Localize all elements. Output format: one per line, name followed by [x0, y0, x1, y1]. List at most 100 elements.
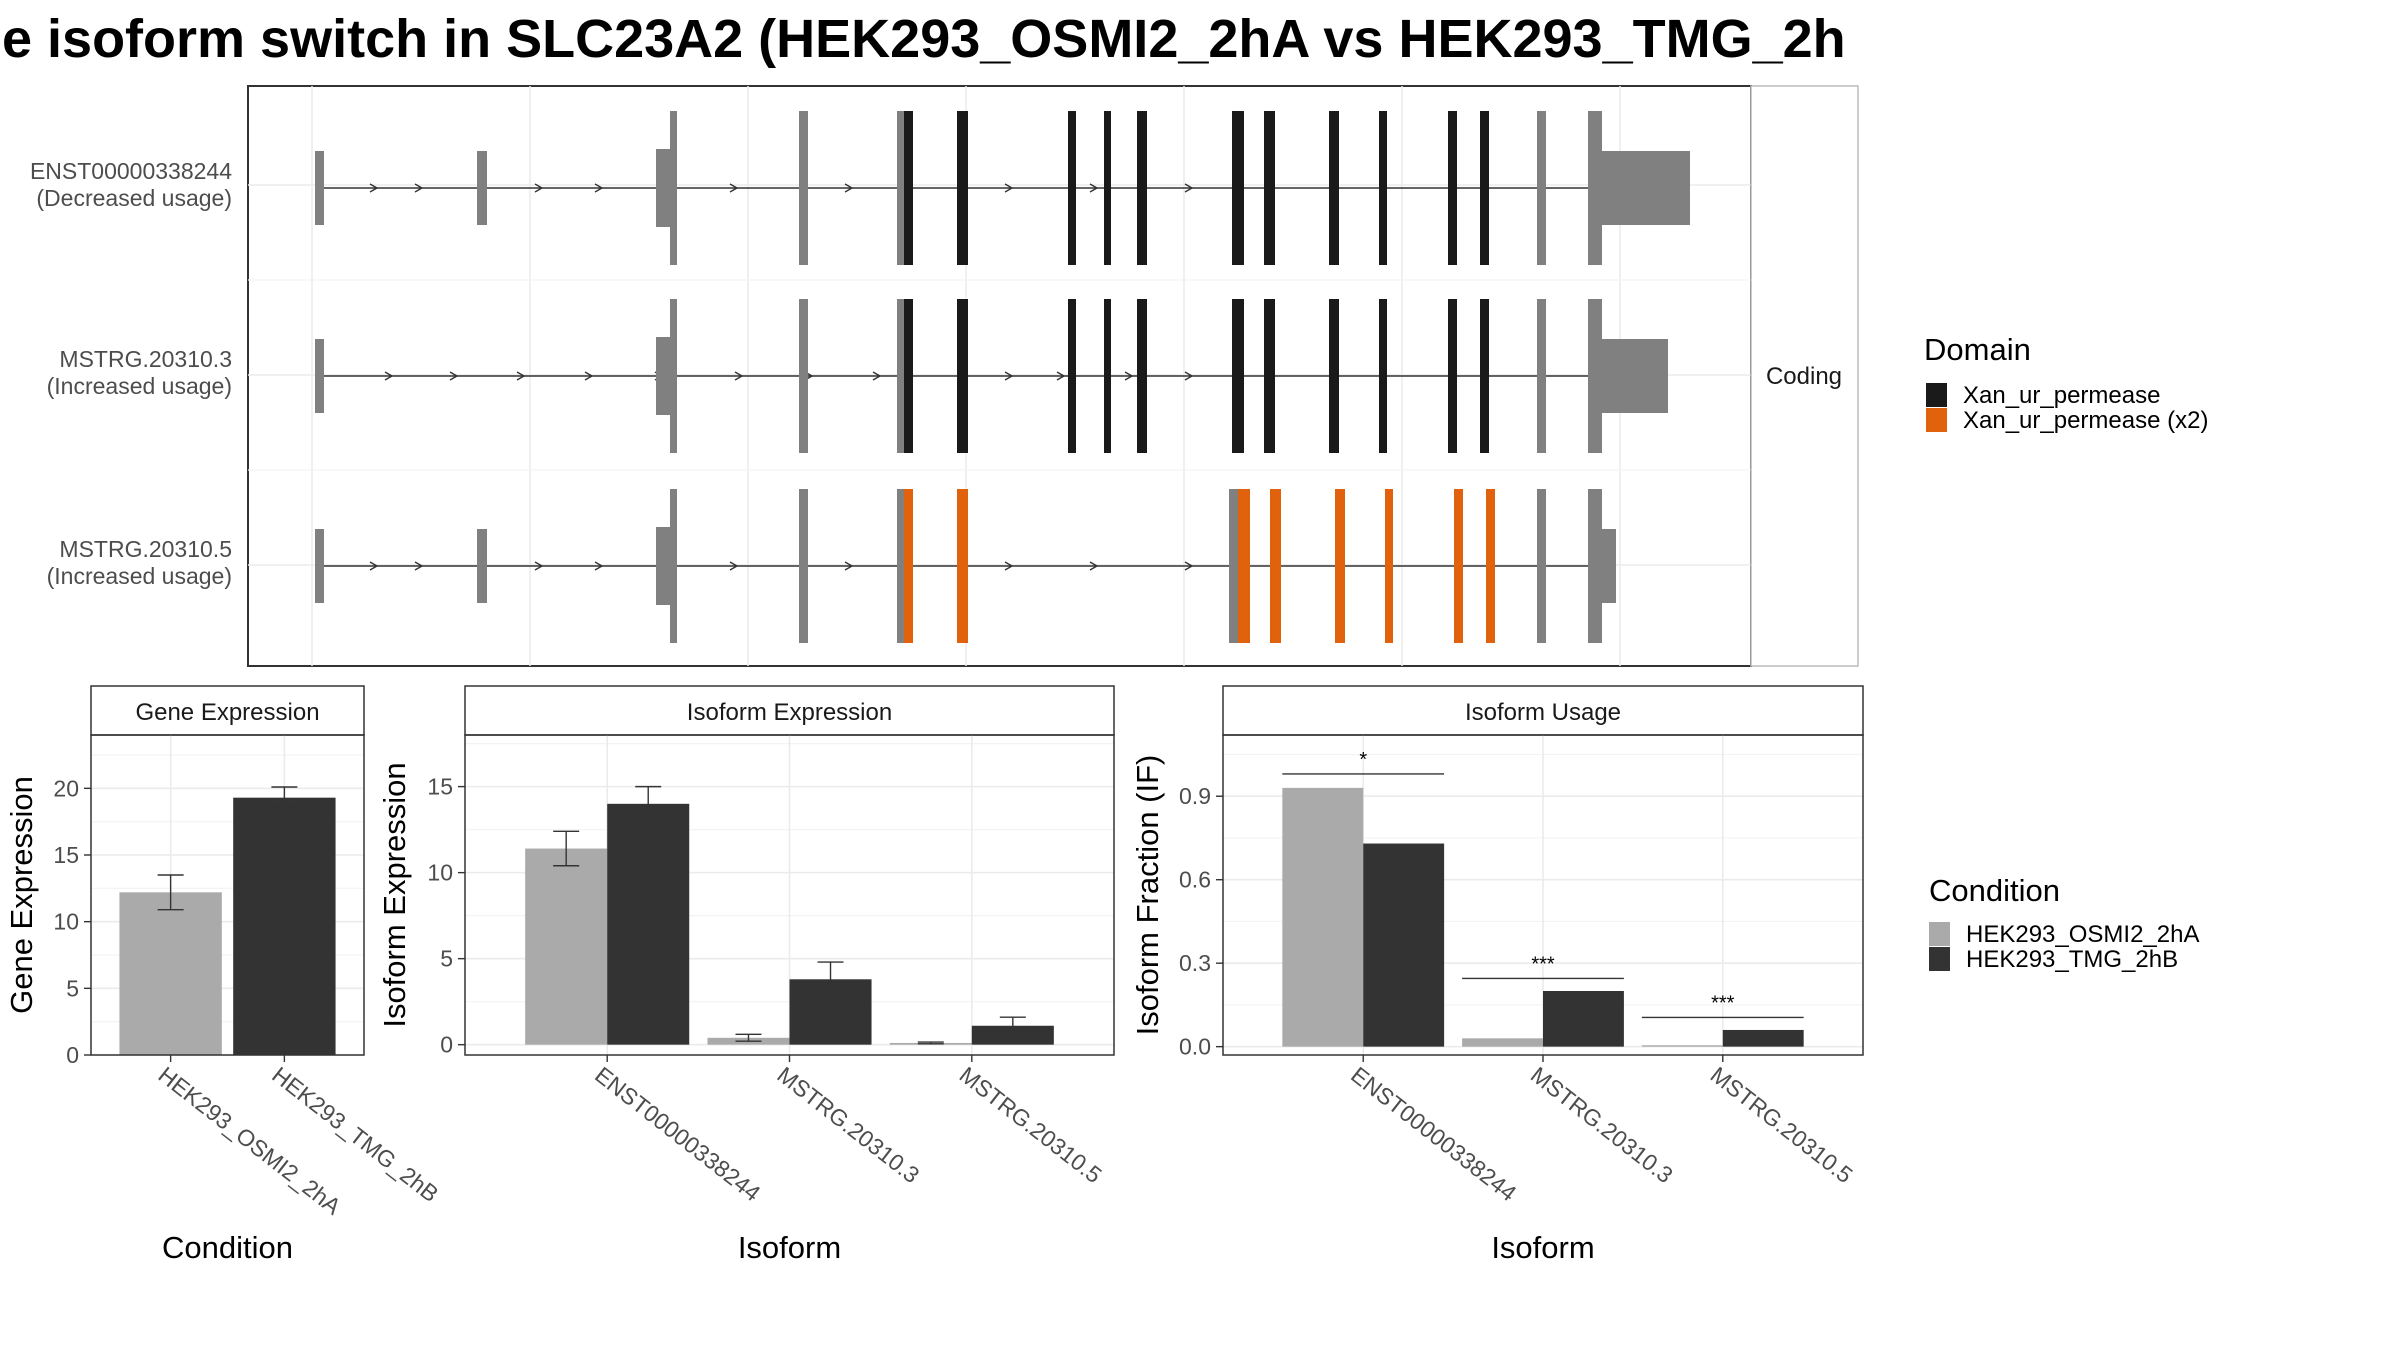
intron-arrow: [1056, 371, 1066, 381]
x-tick-label: MSTRG.20310.5: [1706, 1061, 1858, 1188]
x-tick-label: ENST00000338244: [1346, 1061, 1521, 1206]
domain-exon: [904, 111, 913, 265]
significance-label: *: [1359, 749, 1367, 771]
x-axis-title: Isoform: [1491, 1230, 1594, 1265]
figure-title: e isoform switch in SLC23A2 (HEK293_OSMI…: [2, 9, 1846, 69]
facet-strip: [1750, 85, 1859, 667]
x-tick-label: MSTRG.20310.3: [1526, 1061, 1678, 1188]
intron-arrow: [584, 371, 594, 381]
bar: [119, 892, 222, 1055]
y-tick-label: 0.9: [1179, 783, 1211, 809]
y-tick-label: 10: [427, 860, 453, 886]
y-tick-label: 0.6: [1179, 867, 1211, 893]
intron-arrow: [1184, 561, 1194, 571]
intron-arrow: [844, 561, 854, 571]
x-axis-title: Isoform: [738, 1230, 841, 1265]
condition-legend: Condition HEK293_OSMI2_2hA HEK293_TMG_2h…: [1929, 873, 2199, 973]
condition-legend-title: Condition: [1929, 873, 2060, 908]
domain-exon: [1329, 111, 1339, 265]
utr-exon: [1602, 339, 1668, 413]
intron-arrow: [729, 183, 739, 193]
domain-exon: [1329, 299, 1339, 453]
domain-legend-swatch: [1926, 408, 1947, 432]
domain-exon: [1270, 489, 1281, 643]
exon: [670, 489, 677, 643]
y-tick-label: 0: [440, 1032, 453, 1058]
y-tick-label: 15: [427, 774, 453, 800]
bar: [1282, 787, 1364, 1047]
domain-exon: [1264, 299, 1275, 453]
domain-exon: [1448, 111, 1457, 265]
panel-strip: [464, 685, 1115, 736]
utr-exon: [656, 337, 670, 415]
intron-arrow: [1184, 183, 1194, 193]
condition-legend-label: HEK293_OSMI2_2hA: [1966, 921, 2199, 948]
utr-exon: [315, 339, 324, 413]
x-axis-title: Condition: [162, 1230, 293, 1265]
transcript-usage-label: (Increased usage): [47, 563, 232, 589]
utr-exon: [1602, 529, 1616, 603]
domain-exon: [1232, 111, 1244, 265]
y-tick-label: 0.3: [1179, 950, 1211, 976]
exon: [897, 111, 906, 265]
domain-exon: [1448, 299, 1457, 453]
transcript-track: ENST00000338244(Decreased usage): [30, 111, 1690, 265]
domain-legend-swatch: [1926, 383, 1947, 407]
intron-arrow: [1184, 371, 1194, 381]
transcript-usage-label: (Decreased usage): [36, 185, 232, 211]
exon: [799, 299, 808, 453]
intron-arrow: [414, 561, 424, 571]
bar: [1543, 991, 1624, 1047]
transcript-track: MSTRG.20310.3(Increased usage): [47, 299, 1668, 453]
domain-exon: [904, 299, 913, 453]
condition-legend-label: HEK293_TMG_2hB: [1966, 946, 2178, 973]
domain-exon: [1068, 299, 1076, 453]
utr-exon: [315, 529, 324, 603]
exon: [897, 299, 906, 453]
y-tick-label: 20: [53, 775, 79, 801]
bar-chart: Isoform Usage*******0.00.30.60.9ENST0000…: [1130, 685, 1864, 1265]
domain-exon: [957, 299, 968, 453]
y-axis-title: Gene Expression: [4, 776, 39, 1014]
y-axis-title: Isoform Expression: [377, 762, 412, 1027]
transcript-id-label: ENST00000338244: [30, 158, 232, 184]
y-tick-label: 0: [66, 1042, 79, 1068]
domain-exon: [957, 489, 968, 643]
significance-label: ***: [1711, 992, 1735, 1014]
domain-exon: [1480, 111, 1489, 265]
facet-strip-label: Coding: [1766, 363, 1842, 390]
intron-arrow: [1004, 183, 1014, 193]
bar: [971, 1025, 1054, 1045]
utr-exon: [477, 151, 487, 225]
exon: [799, 489, 808, 643]
y-axis-title: Isoform Fraction (IF): [1130, 755, 1165, 1036]
domain-exon: [1480, 299, 1489, 453]
x-tick-label: MSTRG.20310.3: [772, 1061, 924, 1188]
bar: [1363, 843, 1445, 1047]
domain-exon: [1137, 111, 1147, 265]
domain-exon: [1137, 299, 1147, 453]
panel-title: Isoform Expression: [687, 699, 892, 726]
intron-arrow: [516, 371, 526, 381]
domain-exon: [1068, 111, 1076, 265]
significance-label: ***: [1531, 953, 1555, 975]
utr-exon: [656, 149, 670, 227]
bar: [525, 848, 608, 1045]
condition-legend-swatch: [1929, 922, 1950, 946]
intron-arrow: [1004, 371, 1014, 381]
domain-exon: [904, 489, 913, 643]
transcript-usage-label: (Increased usage): [47, 373, 232, 399]
utr-exon: [1602, 151, 1690, 225]
intron-arrow: [414, 183, 424, 193]
intron-arrow: [734, 371, 744, 381]
utr-exon: [656, 527, 670, 605]
exon: [1537, 299, 1546, 453]
panel-strip: [90, 685, 365, 736]
intron-arrow: [1004, 561, 1014, 571]
exon: [799, 111, 808, 265]
y-tick-label: 15: [53, 842, 79, 868]
exon: [670, 111, 677, 265]
bar: [607, 803, 690, 1045]
